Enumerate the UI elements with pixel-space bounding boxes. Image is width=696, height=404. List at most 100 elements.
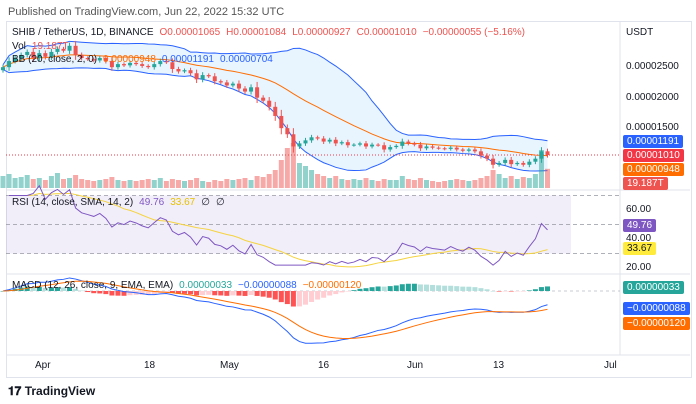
macd-histogram-bar (345, 291, 351, 292)
macd-histogram-bar (508, 291, 514, 292)
macd-histogram-bar (145, 291, 151, 295)
volume-bar (496, 174, 502, 188)
candle-body (533, 158, 538, 162)
macd-histogram-bar (357, 288, 363, 291)
volume-tag: 19.187T (623, 177, 668, 190)
legend-rsi: RSI (14, close, SMA, 14, 2) 49.76 33.67 ∅ ∅ (12, 197, 231, 208)
macd-histogram-bar (242, 291, 248, 296)
volume-bar (127, 180, 133, 188)
candle-body (49, 51, 54, 57)
symbol-label[interactable]: SHIB / TetherUS, 1D, BINANCE (12, 27, 154, 38)
macd-histogram-bar (212, 291, 218, 296)
macd-histogram-bar (478, 288, 484, 291)
x-label: 16 (318, 360, 330, 371)
close-price-tag: 0.00001010 (623, 149, 684, 162)
candle-body (376, 144, 381, 146)
candle-body (206, 75, 211, 77)
macd-histogram-bar (115, 291, 121, 296)
macd-histogram-bar (260, 291, 266, 297)
price-tick: 0.00002500 (626, 61, 679, 72)
candle-body (103, 58, 108, 62)
macd-label[interactable]: MACD (12, 26, close, 9, EMA, EMA) (12, 280, 174, 291)
macd-histogram-bar (182, 291, 187, 294)
volume-bar (67, 178, 73, 188)
candle-body (19, 54, 24, 59)
volume-bar (48, 176, 54, 188)
macd-histogram-bar (417, 284, 423, 291)
volume-bar (460, 180, 466, 188)
candle-body (128, 62, 133, 66)
candle-body (545, 151, 550, 155)
volume-bar (42, 180, 48, 188)
macd-histogram-bar (496, 291, 502, 292)
x-label: Jul (604, 360, 617, 371)
macd-histogram-bar (218, 291, 224, 296)
candle-body (43, 53, 48, 57)
candle-body (424, 146, 429, 149)
volume-bar (272, 170, 278, 188)
volume-bar (321, 176, 327, 188)
bb-basis-tag: 0.00000948 (623, 163, 684, 176)
candle-body (67, 45, 72, 51)
macd-histogram-bar (405, 283, 411, 291)
rsi-value: 49.76 (139, 197, 165, 208)
volume-bar (502, 178, 508, 188)
low-value: L0.00000927 (292, 27, 351, 38)
candle-body (339, 142, 344, 144)
legend-main: SHIB / TetherUS, 1D, BINANCE O0.00001065 H… (12, 27, 531, 38)
macd-histogram-bar (502, 291, 508, 292)
macd-histogram-bar (296, 291, 302, 307)
chart-frame[interactable] (6, 21, 692, 378)
bb-label[interactable]: BB (20, close, 2, 0) (12, 54, 98, 65)
volume-bar (61, 179, 66, 188)
volume-bar (200, 181, 206, 188)
rsi-label[interactable]: RSI (14, close, SMA, 14, 2) (12, 197, 134, 208)
macd-histogram-bar (484, 289, 490, 291)
candle-body (478, 151, 483, 156)
rsi-line (9, 184, 548, 266)
macd-histogram-bar (526, 290, 532, 291)
volume-bar (182, 181, 187, 188)
macd-histogram-bar (85, 291, 91, 293)
candle-body (430, 146, 435, 148)
vol-label[interactable]: Vol (12, 41, 26, 52)
volume-bar (236, 179, 242, 188)
macd-histogram-bar (430, 284, 436, 291)
candle-body (1, 67, 5, 71)
candle-body (291, 134, 296, 147)
candle-body (200, 75, 205, 80)
macd-histogram-bar (266, 291, 272, 298)
candle-body (442, 148, 447, 150)
volume-bar (91, 181, 97, 188)
volume-bar (532, 174, 538, 188)
x-label: Apr (35, 360, 51, 371)
candle-body (170, 62, 175, 69)
tradingview-logo[interactable]: 𝟏𝟕 TradingView (8, 384, 95, 399)
volume-bar (442, 181, 448, 188)
macd-histogram-bar (272, 291, 278, 300)
macd-histogram-bar (127, 291, 133, 296)
volume-bar (333, 176, 339, 188)
candle-body (315, 137, 320, 139)
macd-signal-tag: −0.00000120 (623, 317, 690, 330)
volume-bar (115, 180, 121, 188)
volume-bar (284, 148, 290, 188)
volume-bar (103, 179, 109, 188)
candle-body (309, 137, 314, 141)
currency-label[interactable]: USDT (626, 27, 654, 38)
candle-body (194, 73, 199, 80)
logo-icon: 𝟏𝟕 (8, 384, 25, 398)
volume-bar (145, 179, 151, 188)
bb-upper-value: 0.00001191 (161, 54, 214, 65)
volume-bar (73, 175, 79, 188)
candle-body (539, 151, 544, 159)
macd-histogram-bar (151, 291, 157, 295)
volume-bar (538, 150, 544, 188)
macd-line (2, 277, 548, 344)
macd-histogram-bar (309, 291, 315, 302)
footer-brand: TradingView (24, 384, 96, 398)
candle-body (485, 155, 489, 159)
volume-bar (514, 179, 520, 188)
volume-bar (315, 174, 321, 188)
